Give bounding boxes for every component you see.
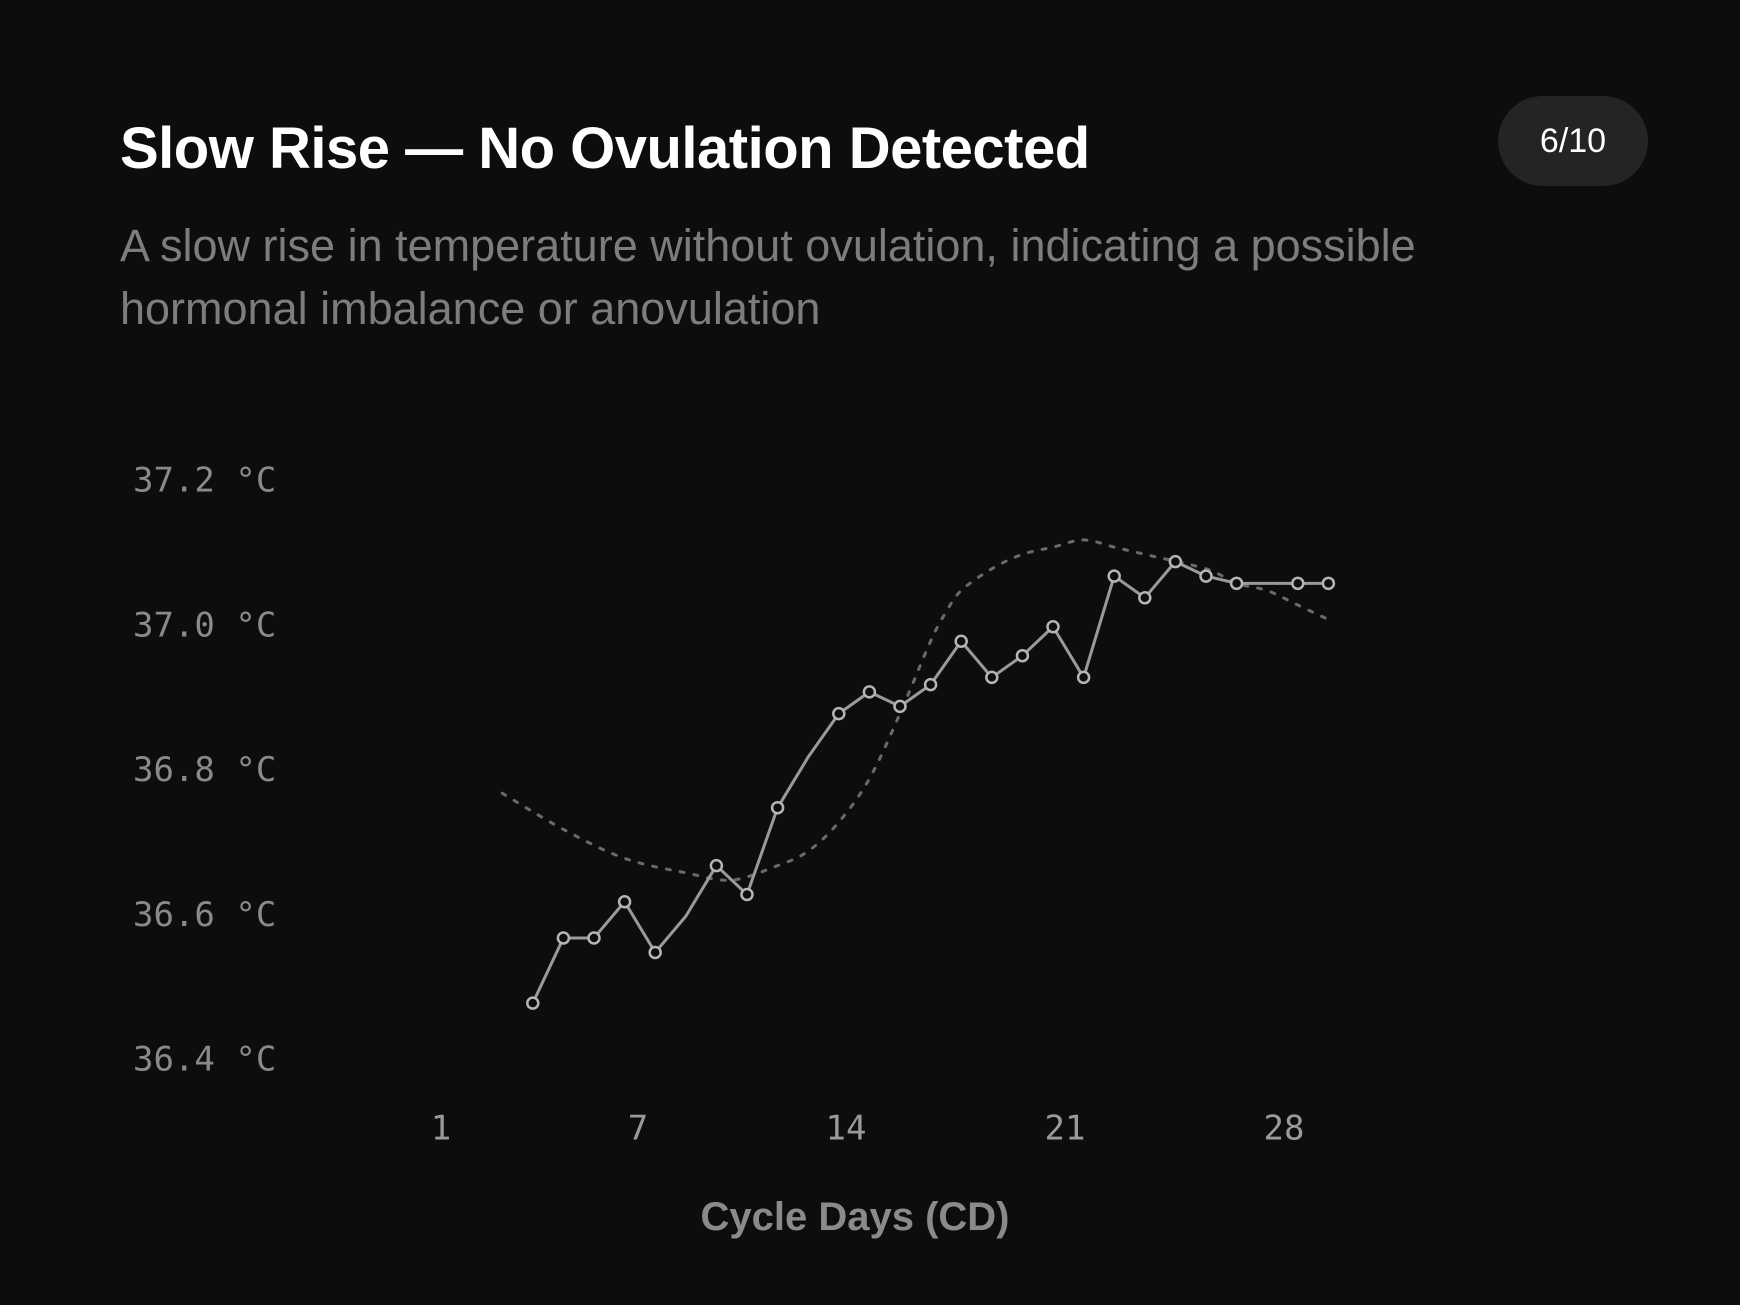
temperature-series [526,554,1336,1010]
x-axis-label: Cycle Days (CD) [700,1195,1009,1239]
temperature-point [893,699,907,714]
temperature-point [617,895,632,909]
y-tick-label: 37.2 °C [133,461,276,501]
y-tick-label: 36.8 °C [133,750,276,790]
temperature-point [1076,670,1091,685]
temperature-point [1291,576,1305,591]
temperature-point [709,858,724,873]
temperature-point [556,931,571,945]
x-tick-label: 7 [628,1109,648,1149]
temperature-point [1199,569,1213,583]
x-tick-label: 21 [1045,1109,1086,1149]
trend-line [500,538,1330,882]
temperature-point [740,887,754,902]
x-tick-label: 14 [826,1109,867,1149]
temperature-point [1015,648,1030,663]
temperature-point [1107,569,1121,583]
temperature-point [1321,576,1336,591]
y-tick-label: 36.4 °C [133,1040,276,1080]
grid-lines [320,480,1450,1063]
page-indicator-badge: 6/10 [1498,96,1648,186]
temperature-point [770,800,785,815]
page-title: Slow Rise — No Ovulation Detected [120,116,1090,181]
trend-curve [500,538,1330,882]
temperature-point [862,685,877,699]
x-tick-label: 28 [1264,1109,1305,1149]
temperature-point [832,706,846,721]
y-axis-ticks: 37.2 °C 37.0 °C 36.8 °C 36.6 °C 36.4 °C [133,461,276,1080]
x-tick-label: 1 [431,1109,451,1149]
temperature-point [526,996,540,1010]
y-tick-label: 37.0 °C [133,605,276,645]
y-tick-label: 36.6 °C [133,895,276,935]
temperature-point [648,945,662,960]
temperature-point [954,634,968,648]
temperature-point [1168,554,1183,569]
temperature-point [985,670,999,685]
temperature-point [923,677,938,692]
temperature-point [1229,576,1244,591]
page-subtitle: A slow rise in temperature without ovula… [120,220,1416,334]
temperature-point [587,931,601,945]
temperature-point [1046,620,1060,634]
temperature-point [1138,591,1152,605]
x-axis-ticks: 1 7 14 21 28 [431,1109,1305,1149]
